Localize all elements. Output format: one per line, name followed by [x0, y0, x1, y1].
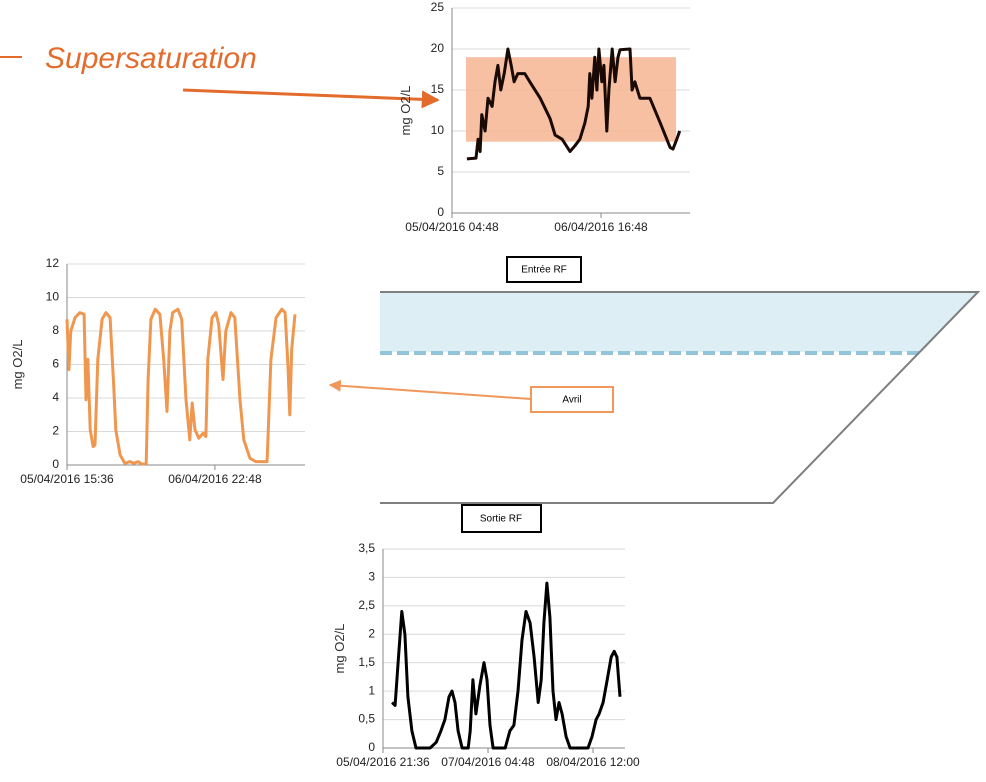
y-tick-label: 0 — [368, 740, 375, 754]
y-tick-label: 10 — [431, 123, 445, 137]
y-tick-label: 1,5 — [358, 655, 375, 669]
y-tick-label: 5 — [437, 164, 444, 178]
label-box — [530, 386, 614, 413]
x-tick-label: 08/04/2016 12:00 — [546, 755, 640, 769]
y-tick-label: 2 — [52, 424, 59, 438]
chart: 0 0,5 1 1,5 2 2,5 3 3,5 05/04/2016 21:36 07/04/20… — [332, 541, 640, 769]
y-tick-label: 4 — [52, 390, 59, 404]
y-tick-label: 15 — [431, 82, 445, 96]
y-tick-label: 0 — [437, 205, 444, 219]
y-tick-label: 3 — [368, 570, 375, 584]
y-tick-label: 25 — [431, 0, 445, 14]
y-axis-label: mg O2/L — [332, 624, 347, 674]
chart: 0 5 10 15 20 25 05/04/2016 04:48 06/04/2016 16:… — [398, 0, 690, 234]
y-tick-label: 3,5 — [358, 541, 375, 555]
y-tick-label: 10 — [46, 290, 60, 304]
y-tick-label: 0,5 — [358, 712, 375, 726]
water-area — [380, 292, 978, 352]
y-tick-label: 1 — [368, 683, 375, 697]
y-axis-label: mg O2/L — [398, 86, 413, 136]
y-tick-label: 8 — [52, 323, 59, 337]
line — [466, 47, 682, 161]
arrow — [328, 379, 532, 400]
filter-outline — [380, 291, 981, 504]
y-tick-label: 12 — [46, 256, 60, 270]
arrow — [182, 88, 440, 109]
y-tick-label: 20 — [431, 41, 445, 55]
inlet-label: Entrée RF — [521, 265, 567, 276]
line — [391, 581, 622, 750]
label-box — [506, 256, 582, 283]
x-tick-label: 05/04/2016 15:36 — [20, 472, 114, 486]
x-tick-label: 07/04/2016 04:48 — [441, 755, 535, 769]
outlet-label: Sortie RF — [480, 514, 522, 525]
slide-heading: Supersaturation — [45, 42, 257, 75]
y-axis-label: mg O2/L — [10, 340, 25, 390]
x-tick-label: 06/04/2016 16:48 — [554, 220, 648, 234]
chart: 0 2 4 6 8 10 12 05/04/2016 15:36 06/04/2016 22:4… — [10, 256, 305, 486]
y-tick-label: 6 — [52, 357, 59, 371]
y-tick-label: 2,5 — [358, 598, 375, 612]
x-tick-label: 06/04/2016 22:48 — [168, 472, 262, 486]
y-tick-label: 0 — [52, 457, 59, 471]
x-tick-label: 05/04/2016 21:36 — [336, 755, 430, 769]
x-tick-label: 05/04/2016 04:48 — [405, 220, 499, 234]
line — [65, 307, 297, 466]
month-label: Avril — [562, 395, 581, 406]
label-box — [461, 504, 542, 533]
y-tick-label: 2 — [368, 626, 375, 640]
